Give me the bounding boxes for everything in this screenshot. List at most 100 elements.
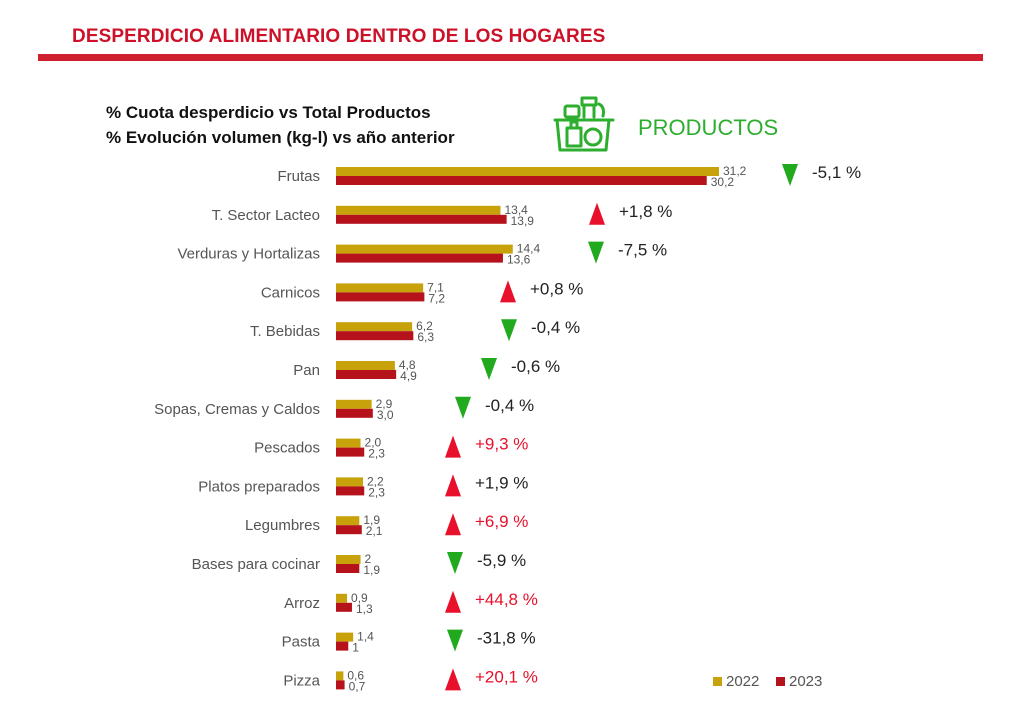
evolution-label: -7,5 %: [618, 241, 667, 260]
value-label-2023: 2,3: [368, 485, 385, 499]
evolution-label: +1,9 %: [475, 473, 528, 492]
evolution-label: -0,6 %: [511, 357, 560, 376]
arrow-up-icon: [445, 513, 461, 536]
arrow-up-icon: [500, 280, 516, 303]
bar-2023: [336, 331, 414, 341]
legend-label-2022: 2022: [726, 673, 759, 690]
value-label-2022: 1,4: [357, 630, 374, 644]
grocery-bag-icon: [553, 96, 615, 152]
category-label: Verduras y Hortalizas: [177, 246, 320, 263]
arrow-down-icon: [447, 552, 463, 574]
bar-2023: [336, 602, 352, 612]
bar-2022: [336, 516, 360, 526]
bar-2023: [336, 641, 349, 651]
category-label: Pasta: [282, 634, 321, 651]
arrow-up-icon: [445, 668, 461, 691]
value-label-2023: 13,9: [511, 214, 535, 228]
bar-2022: [336, 555, 361, 564]
bar-2022: [336, 477, 364, 487]
category-label: T. Sector Lacteo: [212, 207, 320, 224]
bar-2022: [336, 361, 395, 370]
section-label: PRODUCTOS: [638, 115, 779, 140]
value-label-2022: 13,4: [504, 203, 528, 217]
category-label: Pizza: [283, 672, 320, 689]
bar-2022: [336, 322, 413, 332]
value-label-2022: 2,9: [376, 397, 393, 411]
evolution-label: +0,8 %: [530, 279, 583, 298]
chart-subtitle-evolution: % Evolución volumen (kg-l) vs año anteri…: [106, 128, 455, 147]
bar-2022: [336, 244, 513, 254]
legend-swatch-2023: [776, 677, 785, 686]
bar-2023: [336, 486, 365, 496]
value-label-2023: 1,3: [356, 602, 373, 616]
evolution-label: -5,9 %: [477, 551, 526, 570]
value-label-2023: 2,1: [366, 524, 383, 538]
category-label: T. Bebidas: [250, 323, 320, 340]
value-label-2022: 4,8: [399, 358, 416, 372]
bar-2023: [336, 292, 425, 302]
value-label-2022: 1,9: [363, 513, 380, 527]
value-label-2023: 4,9: [400, 369, 417, 383]
chart-subtitle-share: % Cuota desperdicio vs Total Productos: [106, 103, 431, 122]
value-label-2023: 2,3: [368, 447, 385, 461]
bar-2023: [336, 408, 373, 418]
value-label-2022: 0,9: [351, 591, 368, 605]
bar-2022: [336, 593, 348, 603]
value-label-2022: 2: [365, 552, 372, 566]
arrow-down-icon: [447, 629, 463, 652]
value-label-2023: 0,7: [349, 679, 366, 693]
evolution-label: -0,4 %: [531, 318, 580, 337]
category-label: Pescados: [254, 440, 320, 457]
arrow-down-icon: [455, 396, 471, 419]
evolution-label: -5,1 %: [812, 163, 861, 182]
evolution-label: +6,9 %: [475, 512, 528, 531]
evolution-label: -0,4 %: [485, 396, 534, 415]
category-label: Arroz: [284, 595, 320, 612]
bar-2023: [336, 176, 707, 185]
value-label-2022: 2,0: [365, 436, 382, 450]
bar-2022: [336, 399, 372, 409]
bar-2023: [336, 447, 365, 457]
arrow-down-icon: [588, 241, 604, 264]
value-label-2023: 1,9: [363, 563, 380, 577]
value-label-2023: 6,3: [417, 330, 434, 344]
arrow-up-icon: [589, 202, 605, 225]
arrow-down-icon: [501, 319, 517, 342]
bar-2023: [336, 564, 360, 573]
category-label: Bases para cocinar: [192, 556, 320, 573]
bar-2023: [336, 525, 362, 535]
bar-2022: [336, 632, 354, 642]
arrow-down-icon: [782, 164, 798, 186]
value-label-2022: 2,2: [367, 474, 384, 488]
legend-swatch-2022: [713, 677, 722, 686]
bar-2022: [336, 167, 719, 176]
value-label-2023: 13,6: [507, 253, 531, 267]
bar-2023: [336, 370, 397, 379]
category-label: Legumbres: [245, 517, 320, 534]
bar-2023: [336, 214, 507, 224]
category-label: Pan: [293, 362, 320, 379]
value-label-2023: 3,0: [377, 408, 394, 422]
category-label: Frutas: [277, 168, 320, 185]
evolution-label: -31,8 %: [477, 629, 536, 648]
category-label: Sopas, Cremas y Caldos: [154, 401, 320, 418]
value-label-2022: 31,2: [723, 164, 747, 178]
evolution-label: +9,3 %: [475, 435, 528, 454]
bar-2022: [336, 283, 424, 293]
evolution-label: +20,1 %: [475, 667, 538, 686]
value-label-2023: 1: [352, 641, 359, 655]
bar-2023: [336, 253, 503, 263]
arrow-up-icon: [445, 474, 461, 497]
category-label: Carnicos: [261, 284, 320, 301]
bar-2023: [336, 680, 345, 690]
evolution-label: +44,8 %: [475, 590, 538, 609]
value-label-2023: 30,2: [711, 175, 735, 189]
value-label-2023: 7,2: [428, 291, 445, 305]
arrow-down-icon: [481, 358, 497, 380]
arrow-up-icon: [445, 435, 461, 458]
value-label-2022: 6,2: [416, 319, 433, 333]
value-label-2022: 14,4: [517, 242, 541, 256]
title-divider: [38, 54, 983, 61]
evolution-label: +1,8 %: [619, 202, 672, 221]
